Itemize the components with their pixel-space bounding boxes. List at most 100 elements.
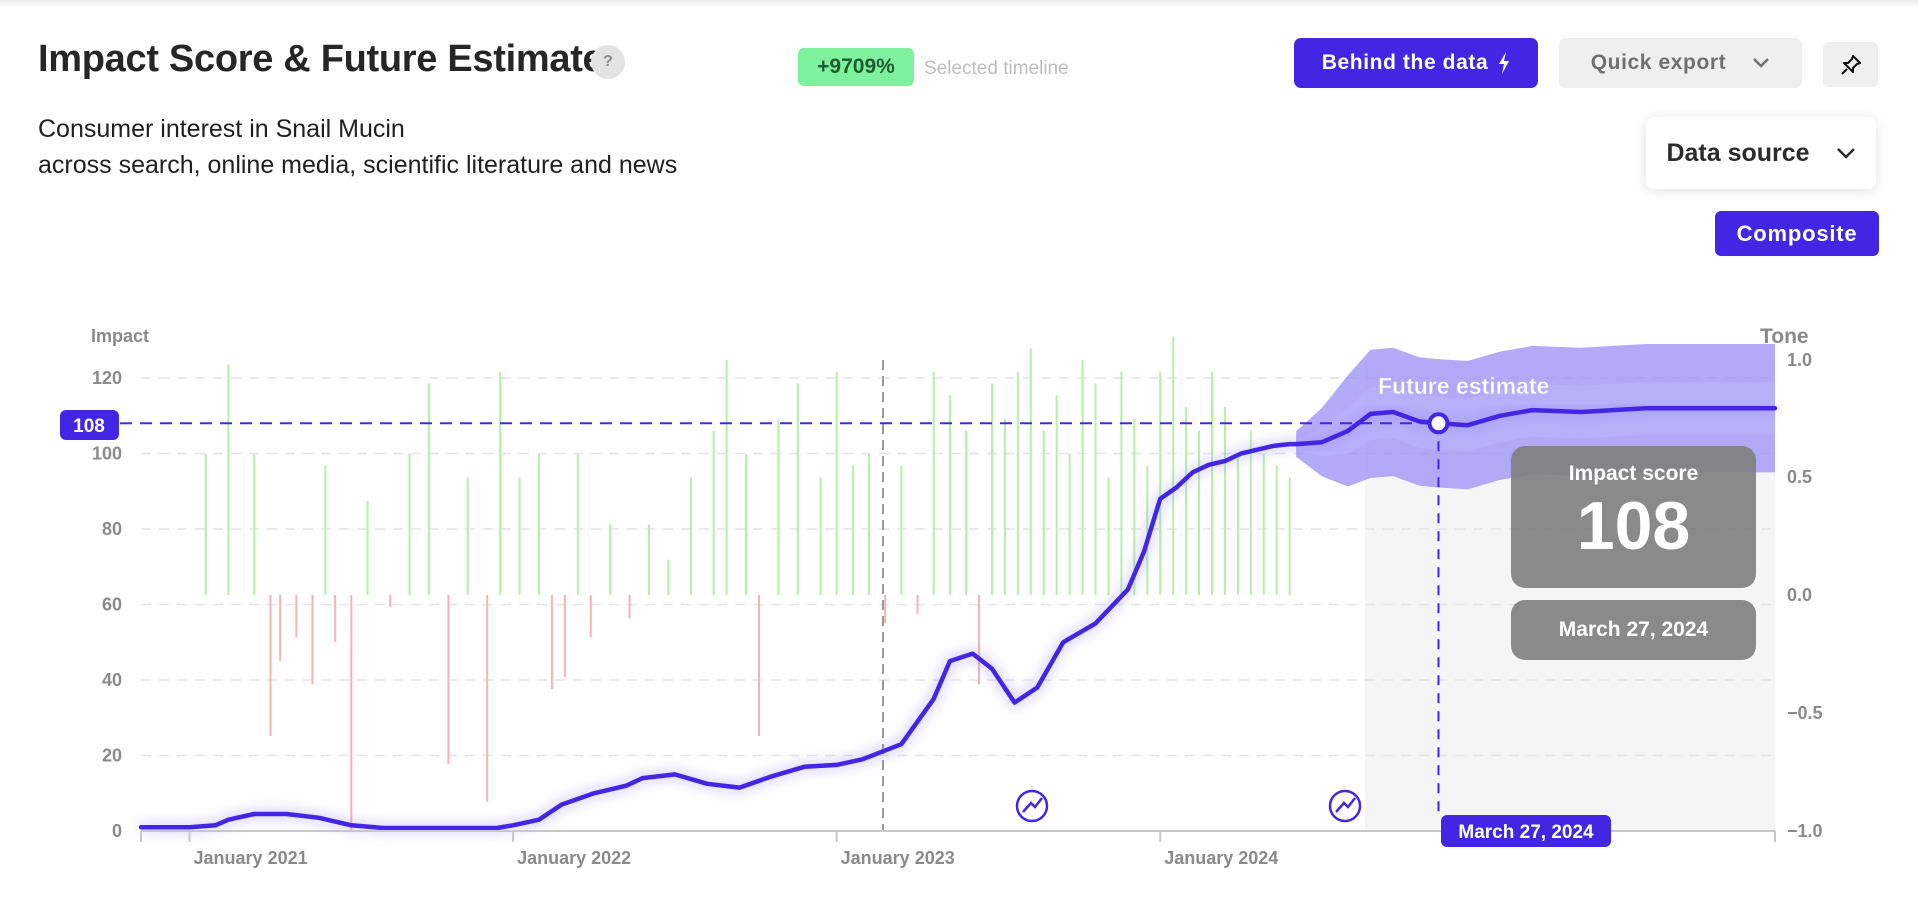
tone-bar-negative: [334, 595, 337, 642]
page-subtitle: Consumer interest in Snail Mucin across …: [38, 111, 677, 183]
data-source-label: Data source: [1666, 138, 1810, 167]
event-marker-1[interactable]: [1015, 789, 1049, 823]
tone-bar-positive: [1003, 418, 1006, 595]
page-title: Impact Score & Future Estimate: [38, 38, 604, 80]
composite-button[interactable]: Composite: [1715, 211, 1879, 256]
impact-line-forecast: [1293, 405, 1778, 447]
tone-bar-positive: [1042, 430, 1045, 595]
tone-bar-positive: [1275, 465, 1278, 595]
tone-bar-positive: [932, 371, 935, 595]
tone-bar-positive: [1159, 371, 1162, 595]
y-tick-label: 80: [102, 519, 122, 539]
y2-axis: −1.0 −0.5 0.0 0.5 1.0: [1787, 350, 1823, 841]
subtitle-line-1: Consumer interest in Snail Mucin: [38, 115, 405, 143]
tone-bar-positive: [1055, 395, 1058, 595]
tone-bar-positive: [253, 454, 256, 595]
y-tick-label: 20: [102, 746, 122, 766]
tone-bar-positive: [690, 477, 693, 595]
lightning-icon: [1499, 52, 1510, 74]
y-tick-label: 120: [92, 368, 122, 388]
y-axis-label: Impact: [91, 326, 149, 346]
value-marker-108: 108: [60, 410, 119, 440]
tone-bar-negative: [447, 595, 450, 765]
y2-tick-label: 0.5: [1787, 467, 1812, 487]
tone-bar-positive: [499, 371, 502, 595]
tone-bar-positive: [366, 501, 369, 595]
tone-bar-positive: [1236, 454, 1239, 595]
tone-bar-positive: [466, 477, 469, 595]
tone-bar-positive: [819, 477, 822, 595]
tone-bar-positive: [667, 559, 670, 595]
tone-bar-negative: [916, 595, 919, 614]
tone-bar-positive: [1262, 454, 1265, 595]
tone-bar-positive: [868, 454, 871, 595]
event-marker-2[interactable]: [1328, 789, 1362, 823]
quick-export-button[interactable]: Quick export: [1559, 38, 1802, 88]
tooltip-score-label: Impact score: [1568, 462, 1699, 485]
x-date-marker: March 27, 2024: [1441, 815, 1611, 847]
tone-bar-negative: [389, 595, 392, 607]
tone-bar-positive: [1016, 371, 1019, 595]
chevron-down-icon: [1753, 58, 1770, 68]
impact-line-glow: [141, 439, 1297, 833]
tone-bar-negative: [295, 595, 298, 638]
top-shadow: [0, 0, 1918, 8]
tone-bar-positive: [1172, 336, 1175, 595]
tone-bar-positive: [1185, 407, 1188, 595]
crosshair: [120, 412, 1450, 815]
x-axis: January 2021 January 2022 January 2023 Janu…: [140, 831, 1776, 868]
y-tick-label: 0: [112, 821, 122, 841]
tone-bar-positive: [1068, 454, 1071, 595]
tone-bar-positive: [948, 395, 951, 595]
tone-bar-positive: [990, 383, 993, 595]
subtitle-line-2: across search, online media, scientific …: [38, 151, 678, 179]
tone-bar-negative: [350, 595, 353, 830]
tone-bar-positive: [427, 383, 430, 595]
y-tick-label: 100: [92, 444, 122, 464]
y2-tick-label: −0.5: [1787, 703, 1823, 723]
tone-bar-positive: [227, 364, 230, 595]
y2-tick-label: 1.0: [1787, 350, 1812, 370]
future-estimate-label: Future estimate: [1378, 373, 1549, 399]
pin-button[interactable]: [1823, 42, 1878, 87]
tone-bar-positive: [204, 454, 207, 595]
x-tick-label: January 2022: [517, 848, 631, 868]
pin-icon: [1840, 54, 1861, 75]
x-tick-label: January 2024: [1164, 848, 1278, 868]
selected-point: [1427, 412, 1450, 435]
tone-bar-positive: [796, 383, 799, 595]
grid-lines: [141, 377, 1775, 757]
tone-bar-positive: [609, 524, 612, 595]
tone-bar-negative: [884, 595, 887, 624]
tone-bar-positive: [1107, 477, 1110, 595]
selected-timeline-label: Selected timeline: [924, 58, 1069, 79]
chevron-down-icon: [1836, 147, 1855, 159]
tone-bar-positive: [745, 454, 748, 595]
tone-bar-positive: [835, 371, 838, 595]
tone-bar-positive: [324, 465, 327, 595]
tone-bar-positive: [1029, 348, 1032, 595]
tone-bar-positive: [1133, 418, 1136, 595]
tone-bar-positive: [851, 465, 854, 595]
tone-bar-negative: [628, 595, 631, 619]
help-icon[interactable]: ?: [591, 45, 625, 79]
tone-bar-positive: [537, 454, 540, 595]
tone-bar-negative: [550, 595, 553, 689]
tooltip-impact-score: Impact score 108: [1511, 446, 1756, 588]
tone-bar-positive: [1249, 430, 1252, 595]
tone-bar-positive: [1198, 430, 1201, 595]
tone-bar-positive: [647, 524, 650, 595]
impact-line-historical: [138, 441, 1299, 831]
tone-bar-negative: [563, 595, 566, 678]
y-axis: 0 20 40 60 80 100 120: [92, 368, 122, 841]
tone-bar-positive: [777, 418, 780, 595]
tone-bar-negative: [978, 595, 981, 685]
tone-bar-positive: [1120, 371, 1123, 595]
tone-bar-positive: [725, 360, 728, 595]
behind-the-data-button[interactable]: Behind the data: [1294, 38, 1538, 88]
x-tick-label: January 2021: [194, 848, 308, 868]
y2-tick-label: 0.0: [1787, 585, 1812, 605]
data-source-dropdown[interactable]: Data source: [1646, 117, 1876, 189]
tooltip-score-value: 108: [1576, 488, 1691, 564]
